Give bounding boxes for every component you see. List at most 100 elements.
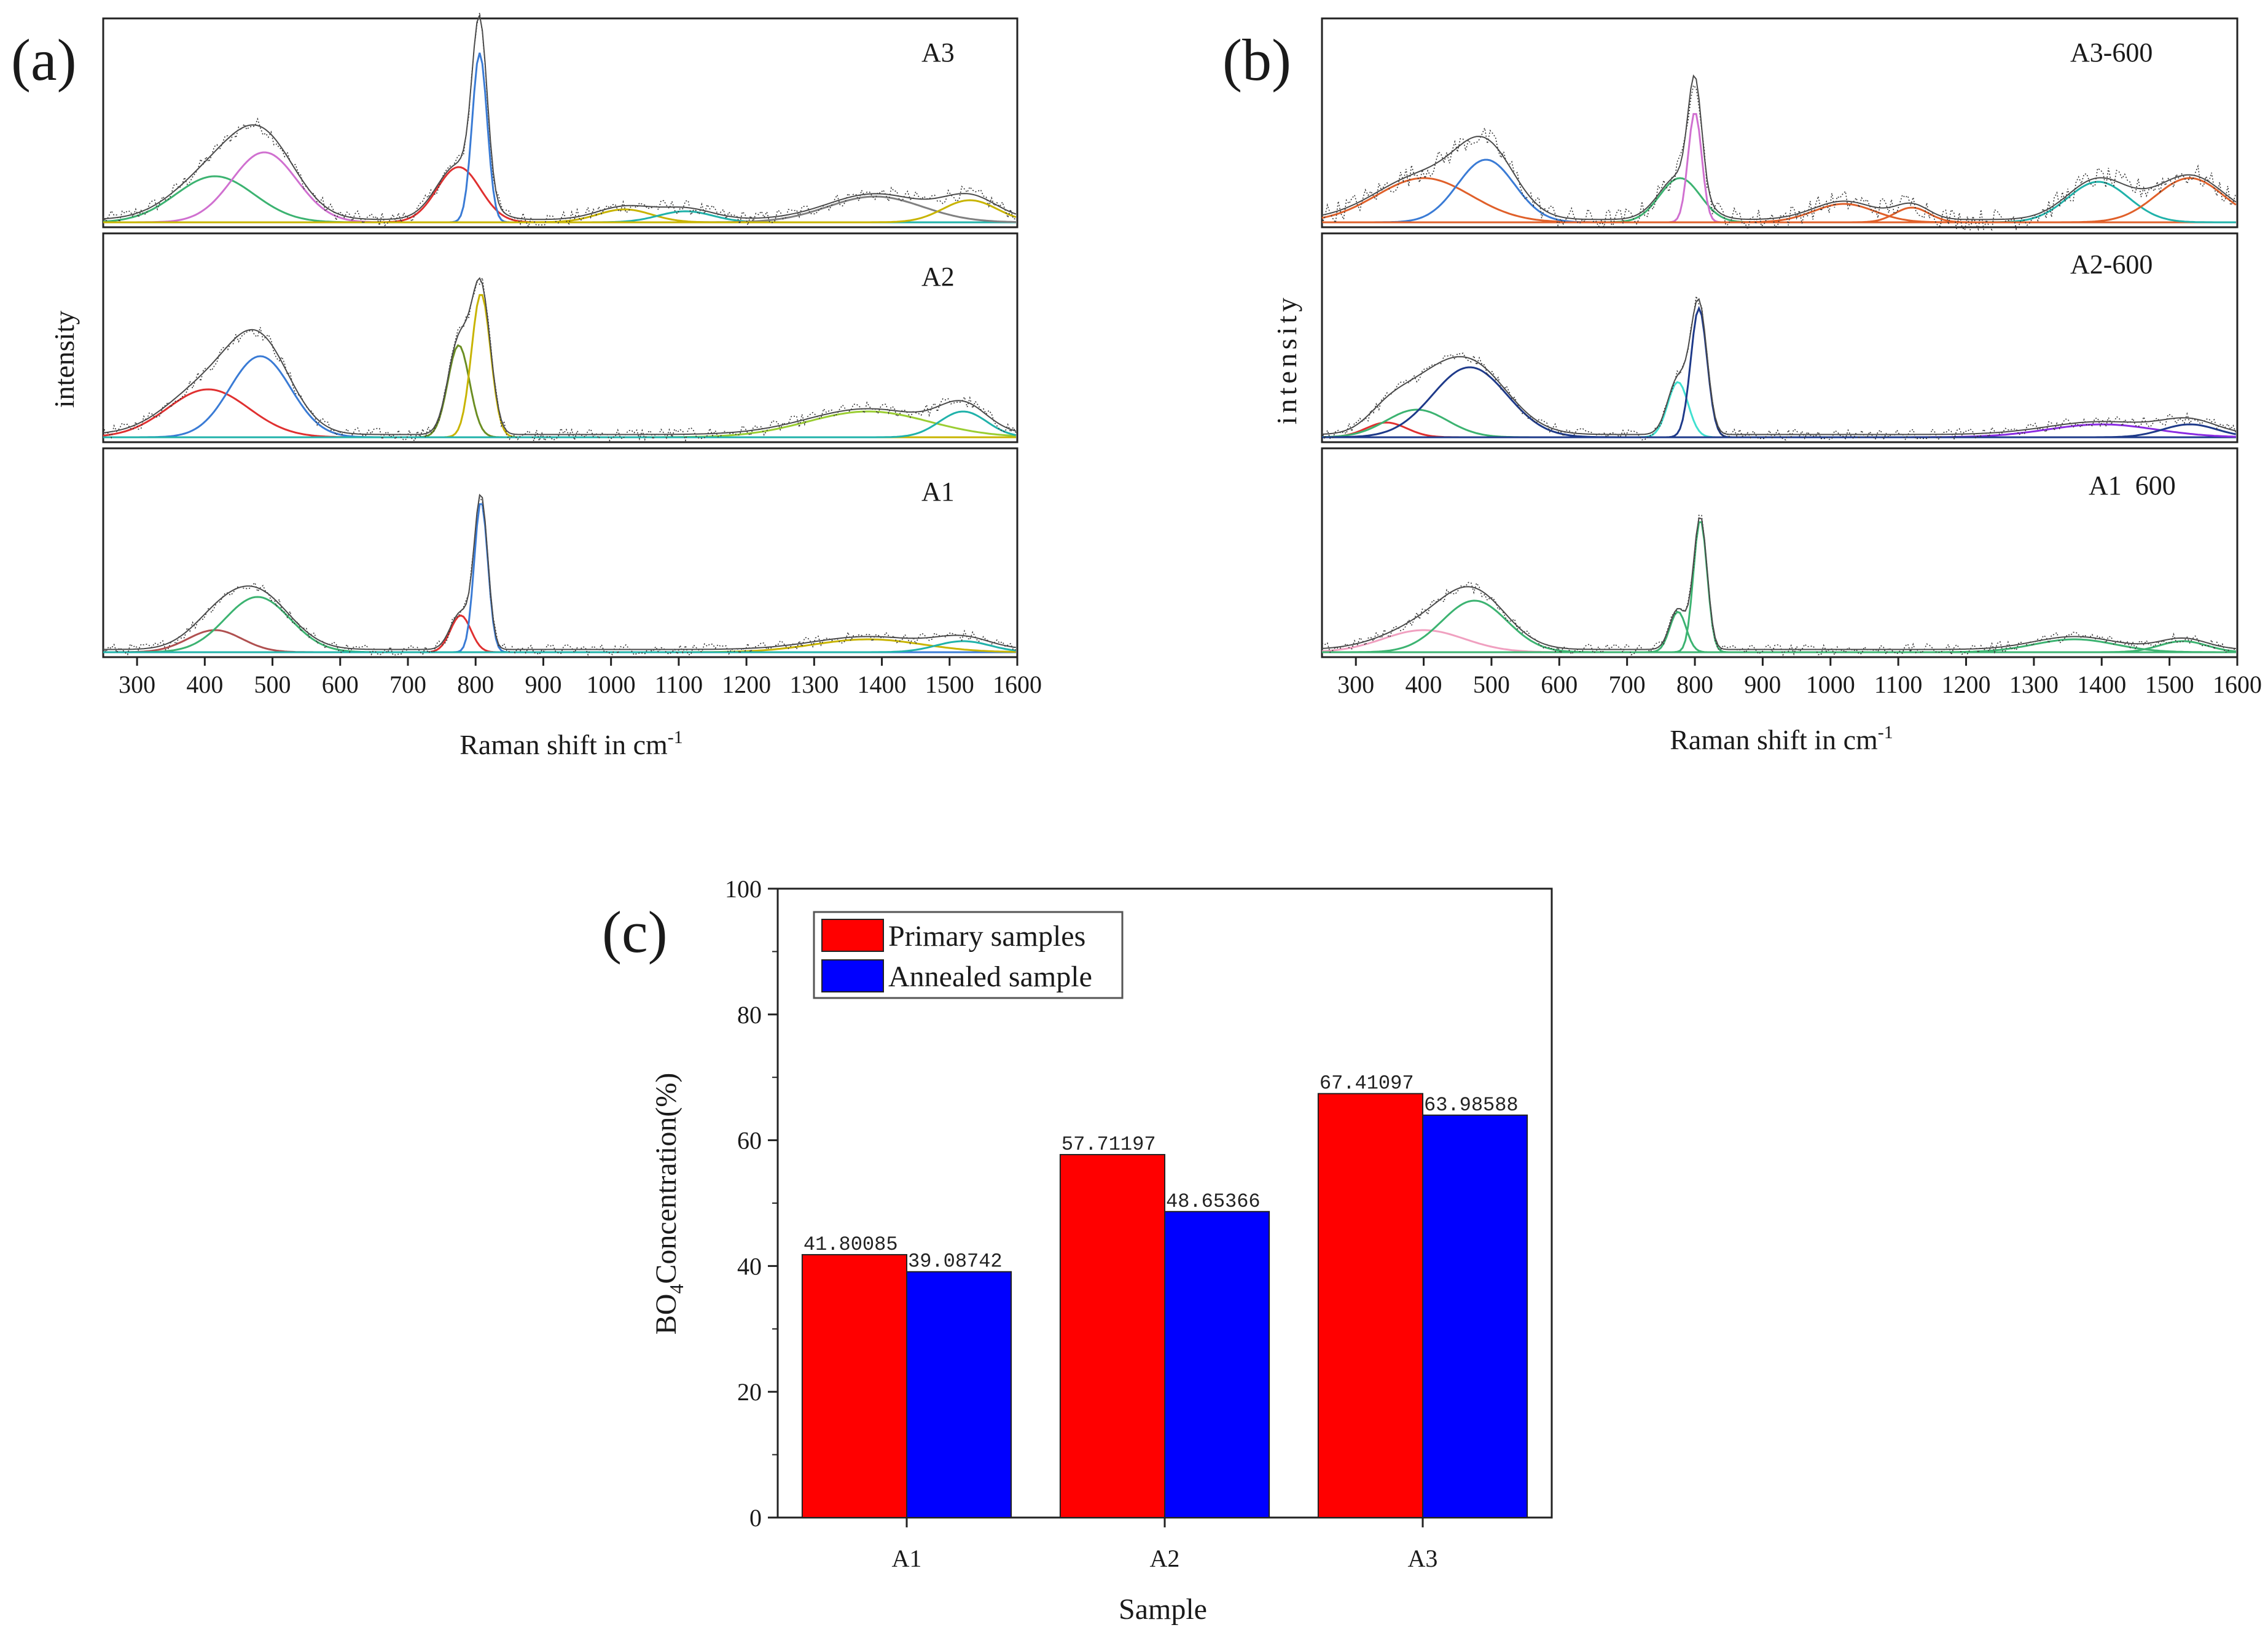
fit-envelope	[103, 277, 1017, 435]
bar	[1317, 1093, 1423, 1518]
bar-ylabel-rest: Concentration(%)	[650, 1073, 682, 1284]
subplot-label-a1-600: A1 600	[2089, 470, 2176, 501]
measured-data	[1321, 84, 2237, 232]
subplot-label-a2: A2	[921, 262, 955, 292]
spectrum-a1-600	[1321, 515, 2236, 657]
bar-value-label: 57.71197	[1062, 1133, 1156, 1156]
spectrum-a1	[103, 493, 1017, 657]
subplot-label-a3-600: A3-600	[2070, 37, 2153, 68]
x-tick-label: 300	[119, 671, 155, 698]
a-frame-a1	[102, 447, 1019, 658]
fit-component-peak	[103, 640, 1017, 653]
x-tick-label: 1400	[2077, 671, 2126, 698]
spectrum-a2-600	[1321, 296, 2237, 442]
y-tick-label: 80	[737, 1001, 762, 1029]
x-tick-label: 1500	[925, 671, 974, 698]
fit-envelope	[1321, 74, 2237, 220]
bar	[1164, 1210, 1270, 1518]
x-tick-label: 900	[525, 671, 561, 698]
panel-b-ylabel: intensity	[1271, 294, 1302, 424]
bar-series: 41.80085 39.08742 57.71197 48.65366 67.41097…	[801, 1072, 1528, 1519]
bar-legend: Primary samples Annealed sample	[813, 911, 1124, 999]
bar	[906, 1271, 1012, 1519]
fit-envelope	[103, 493, 1016, 650]
x-tick-label: 700	[1609, 671, 1646, 698]
legend-swatch-primary	[821, 919, 884, 952]
panel-b-xlabel-sup: -1	[1878, 722, 1893, 743]
legend-label-annealed: Annealed sample	[888, 961, 1092, 993]
b-frame-a3-600	[1321, 17, 2239, 228]
panel-c: (c) 0 20 40 60 80 100 41.80085 39.08742 57.7119…	[602, 875, 1553, 1626]
fit-envelope	[1321, 517, 2236, 650]
legend-label-primary: Primary samples	[888, 920, 1085, 953]
y-tick-label: 20	[737, 1378, 762, 1406]
fit-component-peak	[1322, 177, 2237, 224]
x-tick-label: 1100	[655, 671, 703, 698]
x-tick-label: 1400	[858, 671, 907, 698]
y-tick-label: 40	[737, 1252, 762, 1280]
bar-x-axis: A1 A2 A3	[892, 1518, 1438, 1572]
fit-envelope	[103, 13, 1017, 220]
panel-c-label: (c)	[602, 899, 668, 965]
a-frame-a2	[102, 232, 1019, 443]
x-tick-label: 700	[389, 671, 426, 698]
bar-value-label: 41.80085	[804, 1233, 898, 1256]
panel-a-xlabel-sup: -1	[668, 727, 683, 747]
x-tick-label: A3	[1408, 1545, 1438, 1572]
bar-xlabel: Sample	[1119, 1593, 1207, 1626]
bar	[1059, 1154, 1166, 1518]
x-tick-label: 1600	[993, 671, 1042, 698]
subplot-label-a2-600: A2-600	[2070, 249, 2153, 279]
panel-a: (a) intensity A3 A2 A1 300 400 500 600 700 80…	[11, 12, 1042, 760]
panel-b-xlabel: Raman shift in cm-1	[1670, 722, 1893, 755]
panel-b: (b) intensity A3-600 A2-600 A1 600 300 40…	[1222, 17, 2262, 755]
x-tick-label: 1100	[1874, 671, 1923, 698]
measured-data	[103, 496, 1016, 657]
bar-value-label: 67.41097	[1320, 1072, 1414, 1095]
y-tick-label: 0	[749, 1504, 762, 1532]
bar	[801, 1253, 908, 1519]
y-tick-label: 100	[725, 875, 762, 903]
measured-data	[103, 276, 1017, 443]
bar-ylabel: BO4Concentration(%)	[650, 1073, 687, 1335]
x-tick-label: 1300	[789, 671, 839, 698]
bar-y-axis: 0 20 40 60 80 100	[725, 875, 778, 1532]
bar-ylabel-sub: 4	[665, 1284, 687, 1294]
panel-a-ylabel: intensity	[49, 311, 80, 408]
x-tick-label: 800	[1676, 671, 1713, 698]
x-tick-label: 600	[1541, 671, 1578, 698]
fit-component-peak	[1322, 423, 2237, 439]
x-tick-label: 1200	[1942, 671, 1991, 698]
x-tick-label: 1600	[2213, 671, 2262, 698]
x-tick-label: 1200	[722, 671, 771, 698]
x-tick-label: 400	[186, 671, 223, 698]
fit-envelope	[1321, 298, 2237, 435]
bar-value-label: 48.65366	[1166, 1190, 1261, 1213]
subplot-label-a1: A1	[921, 477, 955, 507]
a-frame-a3	[102, 17, 1019, 228]
x-tick-label: 600	[322, 671, 359, 698]
x-tick-label: 1300	[2009, 671, 2059, 698]
x-tick-label: 400	[1406, 671, 1442, 698]
x-tick-label: A1	[892, 1545, 922, 1572]
bar-value-label: 39.08742	[908, 1250, 1003, 1273]
spectrum-a3	[103, 12, 1017, 228]
panel-a-xlabel: Raman shift in cm-1	[459, 727, 683, 760]
panel-a-xaxis: 300 400 500 600 700 800 900 1000 1100 1200 1300 140…	[119, 657, 1042, 698]
b-frame-a2-600	[1321, 232, 2239, 443]
fit-component-peak	[103, 410, 1017, 439]
y-tick-label: 60	[737, 1127, 762, 1155]
measured-data	[1321, 296, 2237, 442]
bar-ylabel-main: BO	[650, 1294, 682, 1335]
x-tick-label: 800	[457, 671, 494, 698]
b-frame-a1-600	[1321, 447, 2239, 658]
panel-b-xaxis: 300 400 500 600 700 800 900 1000 1100 1200 1300 140…	[1337, 657, 2262, 698]
panel-b-label: (b)	[1222, 27, 1291, 93]
bar	[1422, 1114, 1528, 1518]
bar-value-label: 63.98588	[1424, 1094, 1519, 1117]
x-tick-label: A2	[1150, 1545, 1180, 1572]
x-tick-label: 900	[1744, 671, 1781, 698]
x-tick-label: 300	[1337, 671, 1374, 698]
panel-a-label: (a)	[11, 27, 77, 93]
panel-b-xlabel-main: Raman shift in cm	[1670, 724, 1878, 755]
